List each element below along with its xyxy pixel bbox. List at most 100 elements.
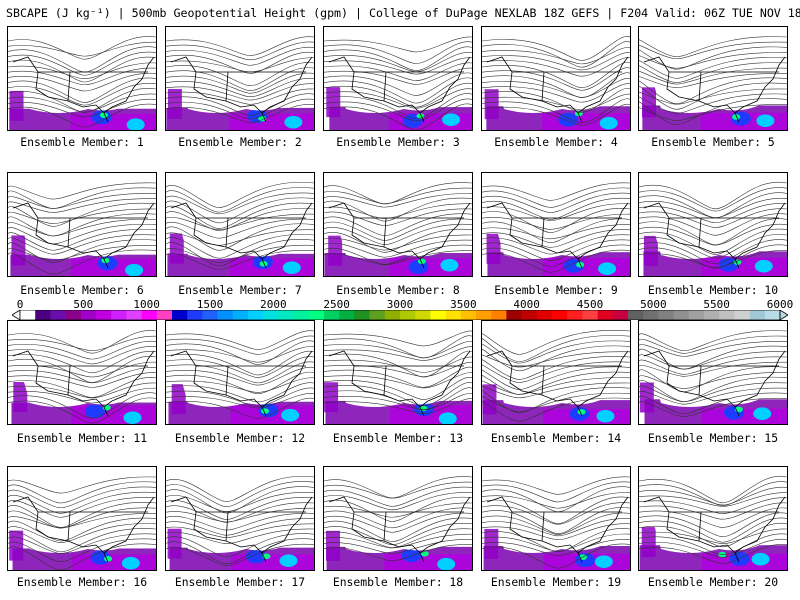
height-contour: [166, 244, 314, 263]
height-contour: [166, 356, 314, 378]
height-contour: [166, 523, 314, 538]
cape-shading: [438, 412, 457, 424]
cape-shading: [401, 548, 422, 563]
height-contour: [639, 52, 787, 69]
height-contour: [482, 539, 630, 556]
height-contour: [166, 393, 314, 409]
height-contour: [639, 539, 787, 558]
height-contour: [166, 497, 314, 520]
height-contour: [324, 88, 472, 109]
ensemble-member-label: Ensemble Member: 10: [647, 283, 779, 297]
height-contour: [639, 330, 787, 351]
height-contour: [166, 88, 314, 105]
map-canvas: [482, 330, 630, 424]
cape-colorbar: [12, 310, 788, 320]
ensemble-member-label: Ensemble Member: 7: [178, 283, 302, 297]
ensemble-member-map: [638, 172, 788, 277]
height-contour: [324, 72, 472, 96]
height-contour: [639, 187, 787, 212]
height-contour: [324, 398, 472, 414]
height-contour: [482, 249, 630, 273]
ensemble-member-label: Ensemble Member: 19: [490, 575, 622, 589]
height-contour: [639, 82, 787, 110]
coastline-borders: [643, 350, 786, 417]
height-contour: [639, 356, 787, 375]
cape-free-area: [492, 61, 617, 113]
height-contour: [639, 361, 787, 377]
cape-shading: [598, 262, 617, 276]
height-contour: [166, 62, 314, 86]
height-contour: [639, 250, 787, 268]
colorbar-swatch: [354, 310, 370, 320]
cape-shading: [486, 233, 501, 264]
cape-free-area: [334, 355, 459, 407]
cape-shading: [9, 90, 24, 121]
height-contour: [482, 83, 630, 103]
height-contour: [639, 502, 787, 520]
height-contour: [639, 208, 787, 228]
height-contour: [482, 481, 630, 503]
coastline-borders: [170, 496, 313, 563]
height-contour: [166, 507, 314, 523]
cape-shading: [700, 257, 787, 276]
height-contour: [324, 98, 472, 121]
map-canvas: [639, 330, 787, 424]
map-canvas: [324, 476, 472, 570]
height-contour: [166, 367, 314, 386]
colorbar-frame: [19, 310, 781, 320]
height-contour: [324, 533, 472, 549]
ensemble-member-map: [638, 26, 788, 131]
cape-shading: [167, 528, 182, 559]
height-contour: [8, 208, 156, 224]
height-contour: [166, 250, 314, 270]
height-contour: [324, 187, 472, 204]
colorbar-swatch: [202, 310, 218, 320]
height-contour: [8, 51, 156, 76]
colorbar-swatch: [65, 310, 82, 320]
cape-shading: [384, 553, 472, 570]
colorbar-swatch: [536, 310, 553, 320]
height-contour: [639, 487, 787, 506]
height-contour: [324, 544, 472, 561]
coastline-borders: [328, 56, 471, 123]
height-contour: [639, 382, 787, 402]
colorbar-tick-label: 1500: [196, 298, 224, 311]
colorbar-swatch: [597, 310, 614, 320]
height-contour: [482, 41, 630, 68]
ensemble-member-map: [165, 172, 315, 277]
cape-shading: [641, 527, 656, 558]
map-canvas: [166, 181, 314, 276]
colorbar-swatch: [20, 310, 36, 320]
cape-shading: [259, 261, 268, 267]
height-contour: [8, 41, 156, 57]
ensemble-member-map: [481, 172, 631, 277]
colorbar-tick-label: 2000: [260, 298, 287, 311]
height-contour: [482, 340, 630, 364]
height-contour: [8, 229, 156, 251]
ensemble-member-label: Ensemble Member: 6: [20, 283, 144, 297]
height-contour: [324, 330, 472, 347]
cape-free-area: [649, 207, 774, 259]
colorbar-swatch: [217, 310, 234, 320]
height-contour: [482, 496, 630, 524]
coastline-borders: [170, 350, 313, 417]
height-contour: [8, 346, 156, 365]
cape-shading: [324, 382, 339, 413]
colorbar-swatch: [80, 310, 97, 320]
map-canvas: [8, 182, 156, 276]
height-contour: [639, 544, 787, 564]
ensemble-member-label: Ensemble Member: 5: [651, 135, 775, 149]
cape-shading: [442, 113, 461, 127]
cape-free-area: [649, 61, 774, 113]
ensemble-member-map: [481, 320, 631, 425]
colorbar-swatch: [156, 310, 173, 320]
height-contour: [639, 77, 787, 104]
height-contour: [324, 36, 472, 53]
height-contour: [166, 229, 314, 246]
cape-shading: [13, 382, 28, 413]
colorbar-tick-label: 5500: [703, 298, 730, 311]
cape-shading: [643, 235, 658, 266]
colorbar-swatch: [430, 310, 446, 320]
coastline-borders: [643, 496, 786, 563]
colorbar-swatch: [232, 310, 249, 320]
